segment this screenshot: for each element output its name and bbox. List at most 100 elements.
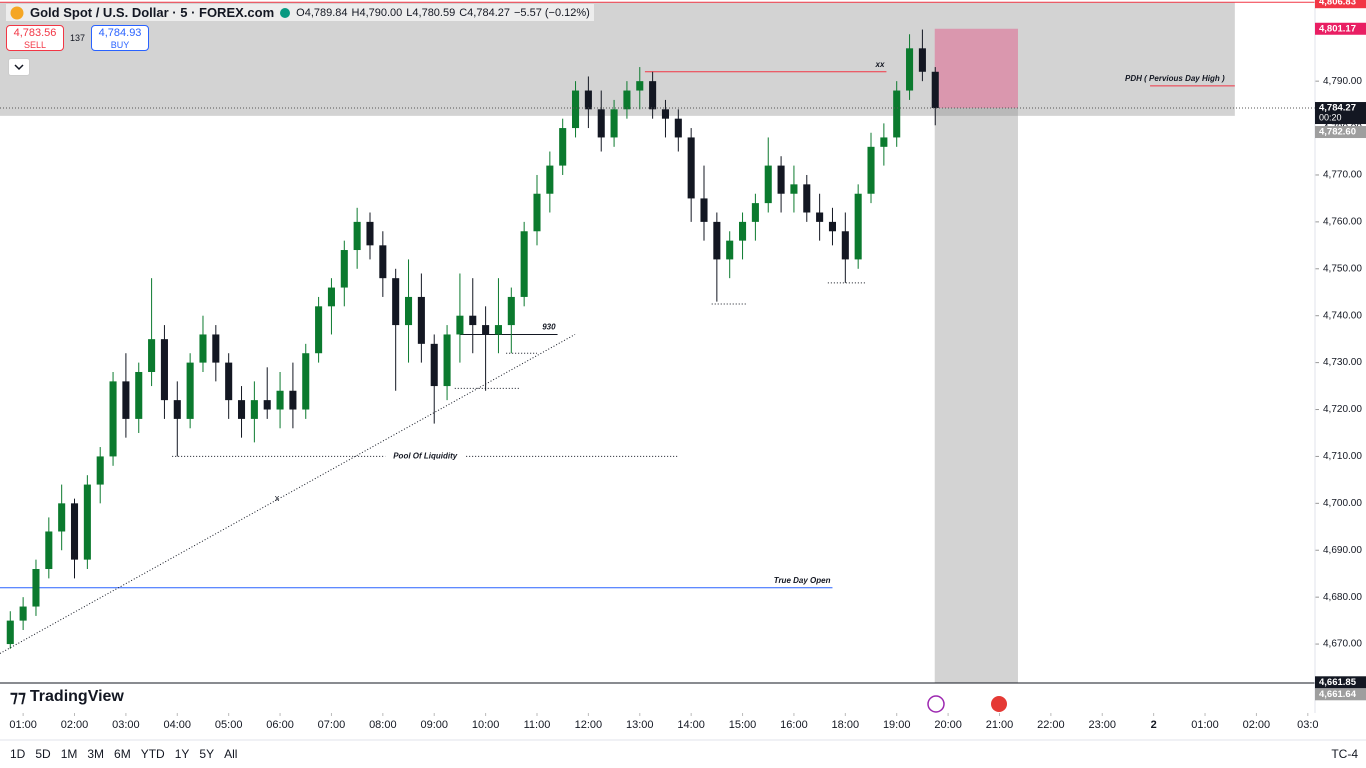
low-value: L4,780.59 (406, 6, 456, 19)
buy-price: 4,784.93 (98, 27, 142, 39)
candle-body (379, 245, 387, 279)
candle-body (340, 250, 348, 288)
x-tick-label: 03:0 (1297, 719, 1318, 731)
candle-body (122, 381, 130, 419)
symbol-name[interactable]: Gold Spot / U.S. Dollar · 5 · FOREX.com (30, 5, 275, 20)
candle-body (674, 118, 682, 138)
price-label: 4,782.60 (1319, 127, 1356, 138)
range-button[interactable]: YTD (140, 747, 165, 761)
x-tick-label: 03:00 (112, 719, 140, 731)
brand: ⁊⁊ TradingView (10, 687, 124, 707)
candle-body (6, 620, 14, 645)
open-value: O4,789.84 (296, 6, 348, 19)
buy-button[interactable]: 4,784.93 BUY (91, 25, 150, 51)
candle-body (250, 400, 258, 419)
collapse-button[interactable] (8, 58, 30, 76)
price-label: 4,661.85 (1319, 677, 1357, 688)
candle-body (366, 221, 374, 246)
candle-body (533, 193, 541, 232)
candle-body (520, 231, 528, 297)
range-button[interactable]: 1D (10, 747, 26, 761)
bottom-toolbar: 1D 5D 1M 3M 6M YTD 1Y 5Y All (0, 740, 1366, 768)
candle-body (584, 90, 592, 110)
y-tick-label: 4,670.00 (1323, 639, 1362, 650)
sell-label: SELL (23, 40, 47, 50)
candle-body (109, 381, 117, 457)
x-tick-label: 20:00 (934, 719, 962, 731)
zone (934, 108, 1018, 683)
range-button[interactable]: 1M (60, 747, 78, 761)
candle-body (482, 325, 490, 335)
x-tick-label: 16:00 (780, 719, 808, 731)
candle-body (148, 339, 156, 372)
x-tick-label: 02:00 (1243, 719, 1271, 731)
y-tick-label: 4,720.00 (1323, 404, 1362, 415)
candle-body (790, 184, 798, 194)
brand-name: TradingView (29, 688, 124, 705)
candle-body (160, 339, 168, 401)
countdown: 00:20 (1319, 112, 1342, 122)
candle-body (456, 315, 464, 335)
candle-body (713, 221, 721, 260)
ohlc-values: O4,789.84 H4,790.00 L4,780.59 C4,784.27 … (296, 7, 590, 19)
y-tick-label: 4,760.00 (1323, 217, 1362, 228)
sell-price: 4,783.56 (13, 27, 57, 39)
candle-body (816, 212, 824, 222)
x-tick-label: 01:00 (9, 719, 37, 731)
price-label: 4,806.83 (1319, 0, 1356, 8)
x-tick-label: 19:00 (883, 719, 911, 731)
symbol-header: Gold Spot / U.S. Dollar · 5 · FOREX.com … (6, 4, 594, 21)
candle-body (353, 221, 361, 251)
candle-body (404, 296, 413, 326)
x-tick-label: 01:00 (1191, 719, 1219, 731)
candle-body (186, 362, 194, 419)
y-tick-label: 4,730.00 (1323, 357, 1362, 368)
x-tick-label: 21:00 (986, 719, 1014, 731)
x-tick-label: 04:00 (164, 719, 192, 731)
price-label-bg (1315, 0, 1366, 9)
candle-body (83, 484, 91, 560)
range-button[interactable]: 1Y (174, 747, 190, 761)
candle-body (546, 165, 554, 194)
candle-body (225, 362, 233, 401)
range-button[interactable]: 5D (35, 747, 51, 761)
candle-body (700, 198, 708, 222)
y-tick-label: 4,710.00 (1323, 451, 1362, 462)
candle-body (636, 81, 644, 91)
candle-body (880, 137, 888, 147)
price-label: 4,661.64 (1319, 689, 1357, 700)
spread: 137 (70, 33, 86, 43)
x-tick-label: 10:00 (472, 719, 500, 731)
price-label-bg (1315, 688, 1366, 701)
drawing-label: xx (875, 60, 885, 69)
x-tick-label: 14:00 (677, 719, 705, 731)
candle-body (58, 503, 66, 532)
y-tick-label: 4,770.00 (1323, 170, 1362, 181)
range-button[interactable]: 5Y (199, 747, 215, 761)
candle-body (392, 278, 400, 326)
candle-body (893, 90, 901, 138)
candle-body (417, 296, 425, 344)
zone (0, 2, 1235, 116)
range-button[interactable]: All (224, 747, 238, 761)
price-label-bg (1315, 102, 1366, 125)
candle-body (70, 503, 79, 560)
sell-button[interactable]: 4,783.56 SELL (6, 25, 64, 51)
y-tick-label: 4,680.00 (1323, 592, 1362, 603)
price-label-bg (1315, 126, 1366, 139)
candle-body (751, 203, 759, 222)
x-tick-label: 18:00 (832, 719, 860, 731)
high-value: H4,790.00 (351, 6, 403, 19)
x-tick-label: 15:00 (729, 719, 757, 731)
drawing-label: PDH ( Pervious Day High ) (1125, 74, 1225, 83)
price-label: 4,784.27 (1319, 103, 1356, 114)
range-button[interactable]: 3M (87, 747, 105, 761)
x-tick-label: 08:00 (369, 719, 397, 731)
price-label: 4,801.17 (1319, 23, 1356, 34)
status-dot (280, 7, 291, 18)
timezone[interactable]: TC-4 (1331, 747, 1358, 761)
range-button[interactable]: 6M (114, 747, 131, 761)
candle-body (726, 240, 734, 260)
